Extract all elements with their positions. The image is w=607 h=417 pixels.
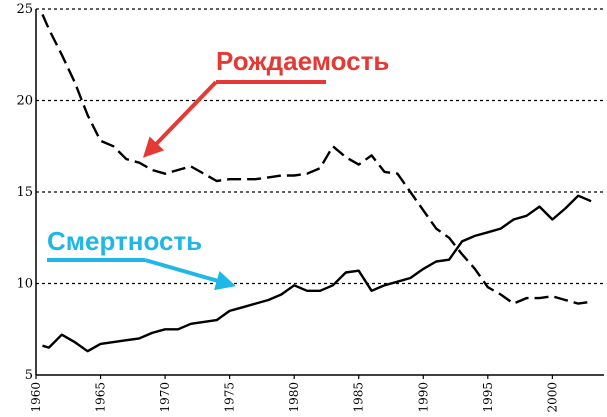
annotation-death-rate-label: Смертность bbox=[47, 226, 202, 256]
y-tick-label: 20 bbox=[16, 94, 33, 109]
series-layer bbox=[41, 14, 592, 353]
axes bbox=[35, 9, 604, 379]
y-tick-label: 15 bbox=[16, 185, 33, 200]
x-tick-label: 1995 bbox=[481, 382, 495, 413]
y-tick-label: 5 bbox=[25, 368, 33, 383]
x-tick-labels: 1960 1965 1970 1975 1980 1985 1990 1995 2000 bbox=[29, 382, 559, 413]
x-tick-label: 1960 bbox=[29, 382, 43, 413]
death-rate-line bbox=[42, 194, 592, 353]
x-tick-label: 1965 bbox=[94, 382, 108, 413]
x-tick-label: 2000 bbox=[545, 382, 559, 413]
x-tick-label: 1975 bbox=[223, 382, 237, 413]
x-tick-label: 1980 bbox=[287, 382, 301, 413]
x-tick-label: 1970 bbox=[158, 382, 172, 413]
annotation-birth-rate-label: Рождаемость bbox=[216, 46, 389, 76]
y-tick-labels: 5 10 15 20 25 bbox=[16, 2, 33, 383]
gridlines bbox=[36, 8, 604, 285]
annotations: Рождаемость Смертность bbox=[47, 46, 389, 291]
annotation-death-rate-arrow bbox=[144, 258, 236, 291]
birth-rate-line bbox=[41, 14, 592, 305]
x-tick-label: 1985 bbox=[352, 382, 366, 413]
annotation-birth-rate-arrow bbox=[142, 80, 218, 158]
x-tick-label: 1990 bbox=[416, 382, 430, 413]
y-tick-label: 10 bbox=[16, 277, 33, 292]
y-tick-label: 25 bbox=[16, 2, 33, 17]
